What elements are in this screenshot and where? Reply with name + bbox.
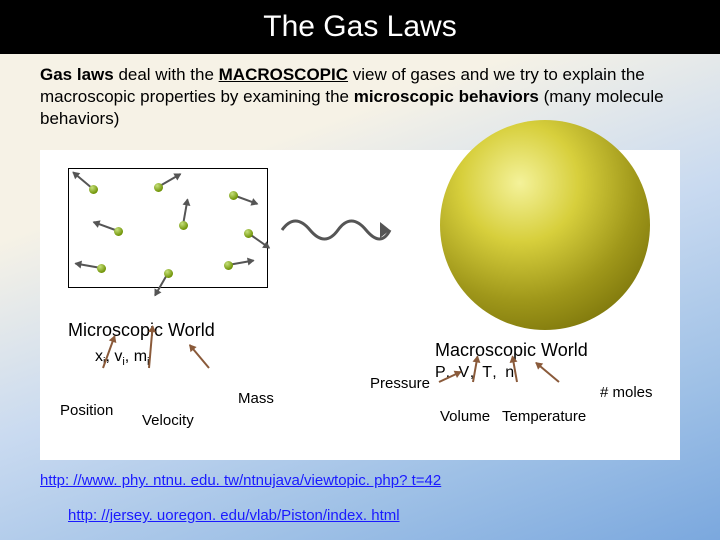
pointer-arrow: [189, 345, 210, 369]
intro-macro: MACROSCOPIC: [219, 65, 348, 84]
microscopic-box: [68, 168, 268, 288]
link-ntnu[interactable]: http: //www. phy. ntnu. edu. tw/ntnujava…: [40, 472, 441, 489]
links-block: http: //www. phy. ntnu. edu. tw/ntnujava…: [0, 460, 720, 524]
label-pressure: Pressure: [370, 375, 430, 392]
intro-paragraph: Gas laws deal with the MACROSCOPIC view …: [0, 54, 720, 136]
microscopic-world-label: Microscopic World: [68, 320, 215, 341]
page-title: The Gas Laws: [263, 10, 456, 44]
label-mass: Mass: [238, 390, 274, 407]
link-uoregon[interactable]: http: //jersey. uoregon. edu/vlab/Piston…: [68, 507, 400, 524]
intro-micro: microscopic behaviors: [354, 87, 539, 106]
label-velocity: Velocity: [142, 412, 194, 429]
transition-arrow-icon: [280, 210, 400, 250]
label-position: Position: [60, 402, 113, 419]
intro-lead: Gas laws: [40, 65, 114, 84]
label-volume: Volume: [440, 408, 490, 425]
intro-t1: deal with the: [114, 65, 219, 84]
diagram: Microscopic World xi, vi, mi Macroscopic…: [40, 150, 680, 460]
label-moles: # moles: [600, 384, 653, 401]
pointer-arrow: [535, 362, 559, 383]
label-temperature: Temperature: [502, 408, 586, 425]
macroscopic-sphere: [440, 120, 650, 330]
title-band: The Gas Laws: [0, 0, 720, 54]
